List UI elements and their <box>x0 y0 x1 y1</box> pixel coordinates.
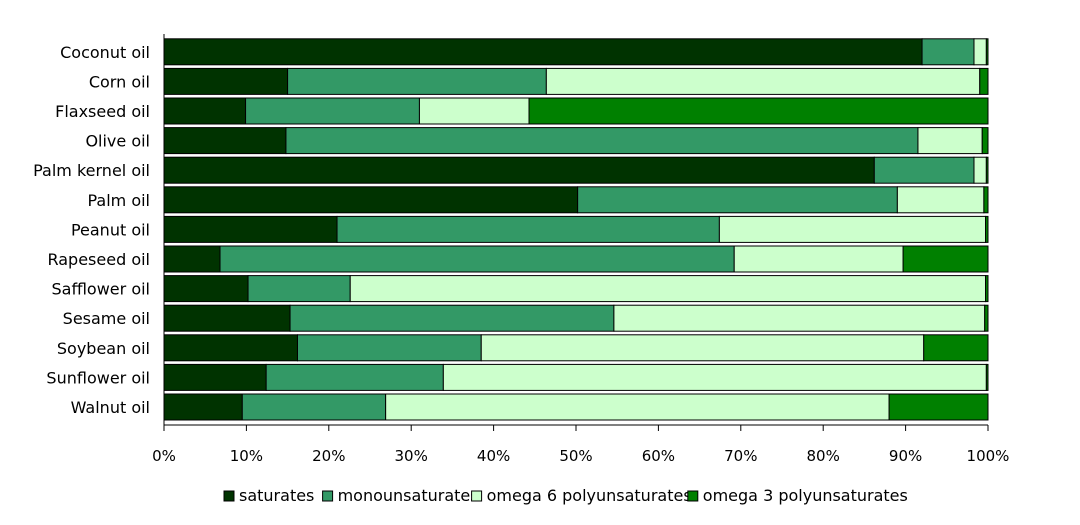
bar-walnut-oil-saturates <box>163 393 243 421</box>
bar-safflower-oil-saturates <box>163 275 249 303</box>
x-tick-label-0: 0% <box>152 447 176 465</box>
bar-corn-oil-monounsaturates <box>287 67 547 95</box>
category-label-soybean-oil: Soybean oil <box>57 339 150 358</box>
legend-label-omega-3-polyunsaturates: omega 3 polyunsaturates <box>703 486 908 505</box>
legend-label-omega-6-polyunsaturates: omega 6 polyunsaturates <box>487 486 692 505</box>
bar-flaxseed-oil-saturates <box>163 97 247 125</box>
bar-soybean-oil-monounsaturates <box>296 334 482 362</box>
x-tick-label-2: 20% <box>312 447 345 465</box>
bar-corn-oil-omega-6-polyunsaturates <box>545 67 981 95</box>
bar-sesame-oil-saturates <box>163 304 291 332</box>
legend-swatch-monounsaturates <box>322 490 334 502</box>
bar-peanut-oil-omega-3-polyunsaturates <box>985 215 989 243</box>
bar-flaxseed-oil-monounsaturates <box>245 97 420 125</box>
bar-peanut-oil-monounsaturates <box>336 215 720 243</box>
x-tick-label-4: 40% <box>477 447 510 465</box>
x-axis: 0% 10% 20% 30% 40% 50% 60% 70% 80% 90% 100% <box>152 34 1009 465</box>
bar-palm-oil-omega-6-polyunsaturates <box>896 186 985 214</box>
category-label-walnut-oil: Walnut oil <box>71 398 150 417</box>
bar-sunflower-oil-omega-3-polyunsaturates <box>985 363 989 391</box>
bar-sunflower-oil-saturates <box>163 363 267 391</box>
bar-palm-kernel-oil-saturates <box>163 156 875 184</box>
bar-walnut-oil-omega-3-polyunsaturates <box>888 393 989 421</box>
bar-palm-oil-omega-3-polyunsaturates <box>983 186 989 214</box>
bar-safflower-oil-omega-3-polyunsaturates <box>985 275 989 303</box>
bar-sesame-oil-monounsaturates <box>289 304 615 332</box>
bar-flaxseed-oil-omega-6-polyunsaturates <box>418 97 530 125</box>
bar-rapeseed-oil-monounsaturates <box>219 245 735 273</box>
category-label-palm-oil: Palm oil <box>87 191 150 210</box>
x-tick-label-9: 90% <box>889 447 922 465</box>
bar-corn-oil-saturates <box>163 67 289 95</box>
x-tick-label-10: 100% <box>967 447 1010 465</box>
bar-safflower-oil-omega-6-polyunsaturates <box>349 275 987 303</box>
category-label-palm-kernel-oil: Palm kernel oil <box>33 161 150 180</box>
bar-rapeseed-oil-omega-3-polyunsaturates <box>902 245 989 273</box>
bar-coconut-oil-saturates <box>163 38 923 66</box>
category-label-coconut-oil: Coconut oil <box>60 43 150 62</box>
bar-peanut-oil-omega-6-polyunsaturates <box>718 215 987 243</box>
bar-olive-oil-omega-3-polyunsaturates <box>981 127 989 155</box>
bar-safflower-oil-monounsaturates <box>247 275 351 303</box>
category-label-sunflower-oil: Sunflower oil <box>46 368 150 387</box>
bar-flaxseed-oil-omega-3-polyunsaturates <box>528 97 989 125</box>
x-tick-label-5: 50% <box>559 447 592 465</box>
category-label-peanut-oil: Peanut oil <box>71 220 150 239</box>
bar-palm-oil-monounsaturates <box>577 186 898 214</box>
category-label-sesame-oil: Sesame oil <box>63 309 150 328</box>
bar-sesame-oil-omega-3-polyunsaturates <box>984 304 989 332</box>
legend-swatch-omega-6-polyunsaturates <box>471 490 483 502</box>
x-tick-label-3: 30% <box>395 447 428 465</box>
category-label-olive-oil: Olive oil <box>85 132 150 151</box>
bar-rapeseed-oil-omega-6-polyunsaturates <box>733 245 904 273</box>
bar-rapeseed-oil-saturates <box>163 245 221 273</box>
bar-sunflower-oil-monounsaturates <box>265 363 444 391</box>
legend-label-saturates: saturates <box>239 486 314 505</box>
bar-walnut-oil-monounsaturates <box>241 393 387 421</box>
category-label-corn-oil: Corn oil <box>89 72 150 91</box>
x-tick-label-1: 10% <box>230 447 263 465</box>
bar-olive-oil-omega-6-polyunsaturates <box>917 127 983 155</box>
x-tick-label-7: 70% <box>724 447 757 465</box>
legend: saturates monounsaturates omega 6 polyunsa… <box>223 486 908 505</box>
bar-olive-oil-saturates <box>163 127 287 155</box>
bar-soybean-oil-saturates <box>163 334 298 362</box>
x-tick-label-6: 60% <box>642 447 675 465</box>
category-labels: Coconut oil Corn oil Flaxseed oil Olive oil… <box>33 43 150 417</box>
bar-coconut-oil-omega-3-polyunsaturates <box>985 38 989 66</box>
bar-olive-oil-monounsaturates <box>285 127 919 155</box>
bar-walnut-oil-omega-6-polyunsaturates <box>385 393 890 421</box>
legend-label-monounsaturates: monounsaturates <box>338 486 479 505</box>
bar-peanut-oil-saturates <box>163 215 338 243</box>
bar-sunflower-oil-omega-6-polyunsaturates <box>442 363 987 391</box>
bar-corn-oil-omega-3-polyunsaturates <box>979 67 989 95</box>
legend-swatch-saturates <box>223 490 235 502</box>
bar-palm-kernel-oil-monounsaturates <box>873 156 975 184</box>
category-label-rapeseed-oil: Rapeseed oil <box>47 250 150 269</box>
bar-soybean-oil-omega-6-polyunsaturates <box>480 334 925 362</box>
category-label-flaxseed-oil: Flaxseed oil <box>55 102 150 121</box>
bar-palm-kernel-oil-omega-3-polyunsaturates <box>985 156 989 184</box>
bar-palm-kernel-oil-omega-6-polyunsaturates <box>973 156 987 184</box>
bar-coconut-oil-monounsaturates <box>921 38 975 66</box>
bar-sesame-oil-omega-6-polyunsaturates <box>613 304 986 332</box>
bar-palm-oil-saturates <box>163 186 579 214</box>
bar-soybean-oil-omega-3-polyunsaturates <box>923 334 989 362</box>
legend-swatch-omega-3-polyunsaturates <box>687 490 699 502</box>
bar-coconut-oil-omega-6-polyunsaturates <box>973 38 987 66</box>
x-tick-label-8: 80% <box>807 447 840 465</box>
bars-layer <box>163 38 989 421</box>
category-label-safflower-oil: Safflower oil <box>52 280 151 299</box>
